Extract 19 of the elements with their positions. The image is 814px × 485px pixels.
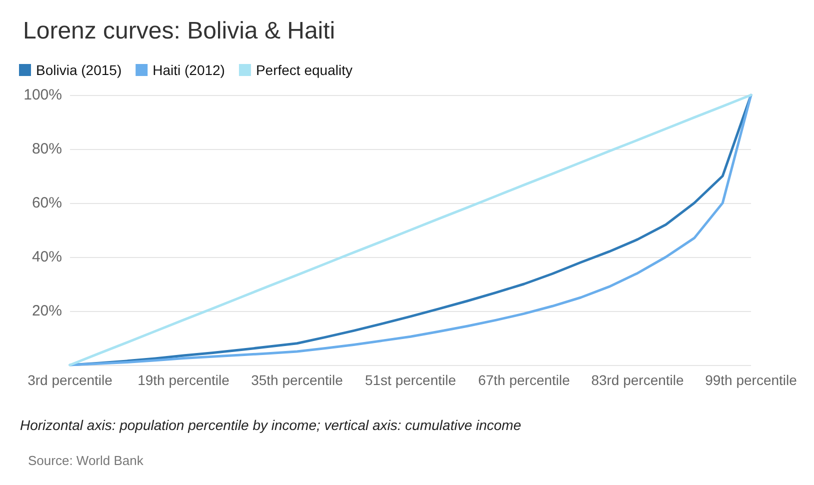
y-tick-label: 80% <box>32 140 62 158</box>
y-tick-label: 20% <box>32 302 62 320</box>
legend-label: Bolivia (2015) <box>36 62 122 78</box>
x-tick-label: 19th percentile <box>138 372 230 388</box>
x-tick-label: 35th percentile <box>251 372 344 388</box>
x-tick-label: 67th percentile <box>478 372 570 388</box>
y-tick-label: 100% <box>24 86 62 104</box>
legend-label: Perfect equality <box>256 62 352 78</box>
line-series <box>68 94 752 366</box>
y-tick-label: 40% <box>32 248 62 266</box>
legend-label: Haiti (2012) <box>152 62 225 78</box>
x-tick-label: 3rd percentile <box>28 372 113 388</box>
source-note: Source: World Bank <box>28 453 144 468</box>
chart-title: Lorenz curves: Bolivia & Haiti <box>23 18 336 44</box>
x-tick-label: 51st percentile <box>364 372 456 388</box>
y-tick-label: 60% <box>32 194 62 212</box>
x-tick-label: 99th percentile <box>705 372 798 388</box>
text: Horizontal axis: population percentile by income; vertical axis: cumulative income <box>20 417 522 433</box>
x-tick-label: 83rd percentile <box>591 372 684 388</box>
